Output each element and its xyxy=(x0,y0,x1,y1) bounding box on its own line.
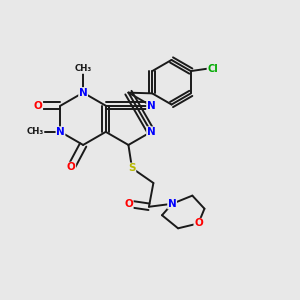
Text: N: N xyxy=(168,199,176,209)
Text: N: N xyxy=(147,127,155,137)
Text: CH₃: CH₃ xyxy=(27,128,44,136)
Text: N: N xyxy=(147,101,155,111)
Text: O: O xyxy=(194,218,203,228)
Text: O: O xyxy=(124,199,133,209)
Text: CH₃: CH₃ xyxy=(74,64,92,74)
Text: O: O xyxy=(34,101,43,111)
Text: O: O xyxy=(67,162,76,172)
Text: N: N xyxy=(56,127,65,137)
Text: S: S xyxy=(128,163,136,173)
Text: N: N xyxy=(79,88,88,98)
Text: Cl: Cl xyxy=(207,64,218,74)
